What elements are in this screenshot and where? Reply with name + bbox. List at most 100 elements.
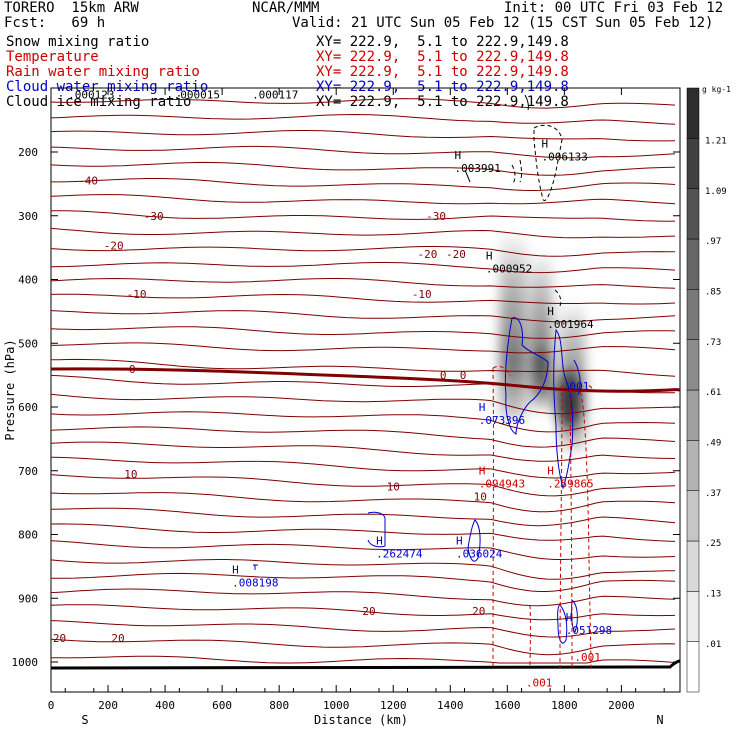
x-tick-label: 600 [212,699,232,712]
temperature-isotherm [50,161,676,176]
field-xy-temperature: XY= 222.9, 5.1 to 222.9,149.8 [316,49,569,65]
maximum-h-marker: H [479,401,486,414]
model-title: TORERO 15km ARW [4,0,139,16]
forecast-hour: Fcst: 69 h [4,15,106,31]
maximum-value-label: .001964 [547,318,594,331]
maximum-value-label: .000123 [68,89,114,102]
temperature-isotherm [51,210,676,222]
y-tick-label: 700 [18,465,38,478]
field-name-rain: Rain water mixing ratio [6,64,200,80]
y-tick-label: 600 [18,401,38,414]
cloud-water-contours [253,317,581,644]
field-xy-cloud-water: XY= 222.9, 5.1 to 222.9,149.8 [316,79,569,95]
temperature-label: 20 [472,605,485,618]
temperature-label: 20 [53,632,66,645]
temperature-isotherm [50,145,676,159]
y-tick-label: 300 [18,210,38,223]
x-tick-label: 1600 [494,699,521,712]
colorbar-swatch [686,641,700,693]
temperature-label: 0 [460,369,467,382]
maximum-value-label: .008198 [232,576,278,589]
x-axis-title: Distance (km) [314,713,408,727]
maximum-value-label: .001 [563,380,590,393]
maximum-value-label: .000015 [174,89,220,102]
maximum-h-marker: H [376,535,383,548]
ground-line [50,659,681,670]
x-tick-label: 2000 [608,699,635,712]
field-xy-snow: XY= 222.9, 5.1 to 222.9,149.8 [316,34,569,50]
temperature-isotherm [50,98,676,109]
temperature-isotherm [50,194,676,205]
temperature-isotherm [50,326,676,339]
temperature-label: -20 [104,240,124,253]
temperature-label: 0 [440,369,447,382]
maximum-h-marker: H [486,250,493,263]
temperature-isotherm [50,393,676,415]
temperature-isotherm [50,277,676,289]
maximum-value-label: .036024 [456,548,503,561]
y-tick-label: 800 [18,529,38,542]
colorbar-label: .73 [705,338,721,348]
temperature-label: 10 [387,481,400,494]
field-name-snow: Snow mixing ratio [6,34,150,50]
colorbar-label: .97 [705,237,721,247]
temperature-label: -20 [446,248,466,261]
temperature-label: 10 [124,468,137,481]
temperature-isotherm [50,572,676,592]
temperature-isotherm [50,426,676,448]
maximum-h-marker: H [456,535,463,548]
temperature-isotherm [50,310,676,323]
field-name-temperature: Temperature [6,49,99,65]
colorbar-swatch [686,238,700,290]
temperature-isotherm [50,507,676,527]
temperature-isotherm [50,638,676,656]
temperature-isotherm [51,178,676,192]
temperature-label: -40 [78,175,98,188]
maximum-h-marker: H [232,563,239,576]
temperature-isotherm [50,456,676,479]
maximum-h-marker: H [547,305,554,318]
colorbar-swatch [686,87,700,139]
x-tick-label: 0 [48,699,55,712]
maximum-value-label: .003991 [455,162,501,175]
temperature-isotherm [50,113,676,125]
colorbar-swatch [686,591,700,642]
field-xy-rain: XY= 222.9, 5.1 to 222.9,149.8 [316,64,569,80]
x-tick-label: 400 [155,699,175,712]
temperature-isotherm [50,227,676,239]
temperature-label: -30 [426,210,446,223]
y-tick-label: 400 [18,274,38,287]
field-name-cloud-water: Cloud water mixing ratio [6,79,209,95]
maximum-h-marker: H [479,465,486,478]
maximum-value-label: .006133 [542,150,588,163]
maximum-h-marker: H [566,611,573,624]
temperature-isotherm [50,411,676,433]
colorbar-swatch [686,289,700,340]
colorbar-swatch [686,490,700,542]
axes: 0 200 400 600 800 1000 1200 1400 1600 1800 2000200… [3,88,680,727]
temperature-label: 0 [129,363,136,376]
temperature-isotherm [50,523,676,542]
rain-contours [492,365,593,669]
maximum-value-label: .001 [574,651,601,664]
temperature-isotherm [50,262,676,274]
colorbar-label: 1.21 [705,137,727,147]
temperature-label: -10 [127,288,147,301]
colorbar-label: .85 [705,288,721,298]
colorbar-label: .25 [705,539,721,549]
field-xy-cloud-ice: XY= 222.9, 5.1 to 222.9,149.8 [316,94,569,110]
maximum-value-label: .051298 [566,624,612,637]
colorbar-label: .01 [705,640,721,650]
colorbar-swatch [686,540,700,592]
endpoint-north: N [656,713,663,727]
y-axis-title: Pressure (hPa) [3,339,17,440]
x-tick-label: 1000 [323,699,350,712]
maximum-value-label: .262474 [376,548,423,561]
temperature-label: -20 [418,248,438,261]
temperature-isotherm [50,559,676,580]
colorbar-label: 1.09 [705,187,727,197]
temperature-isotherm [50,604,676,621]
colorbar-swatch [686,138,700,189]
